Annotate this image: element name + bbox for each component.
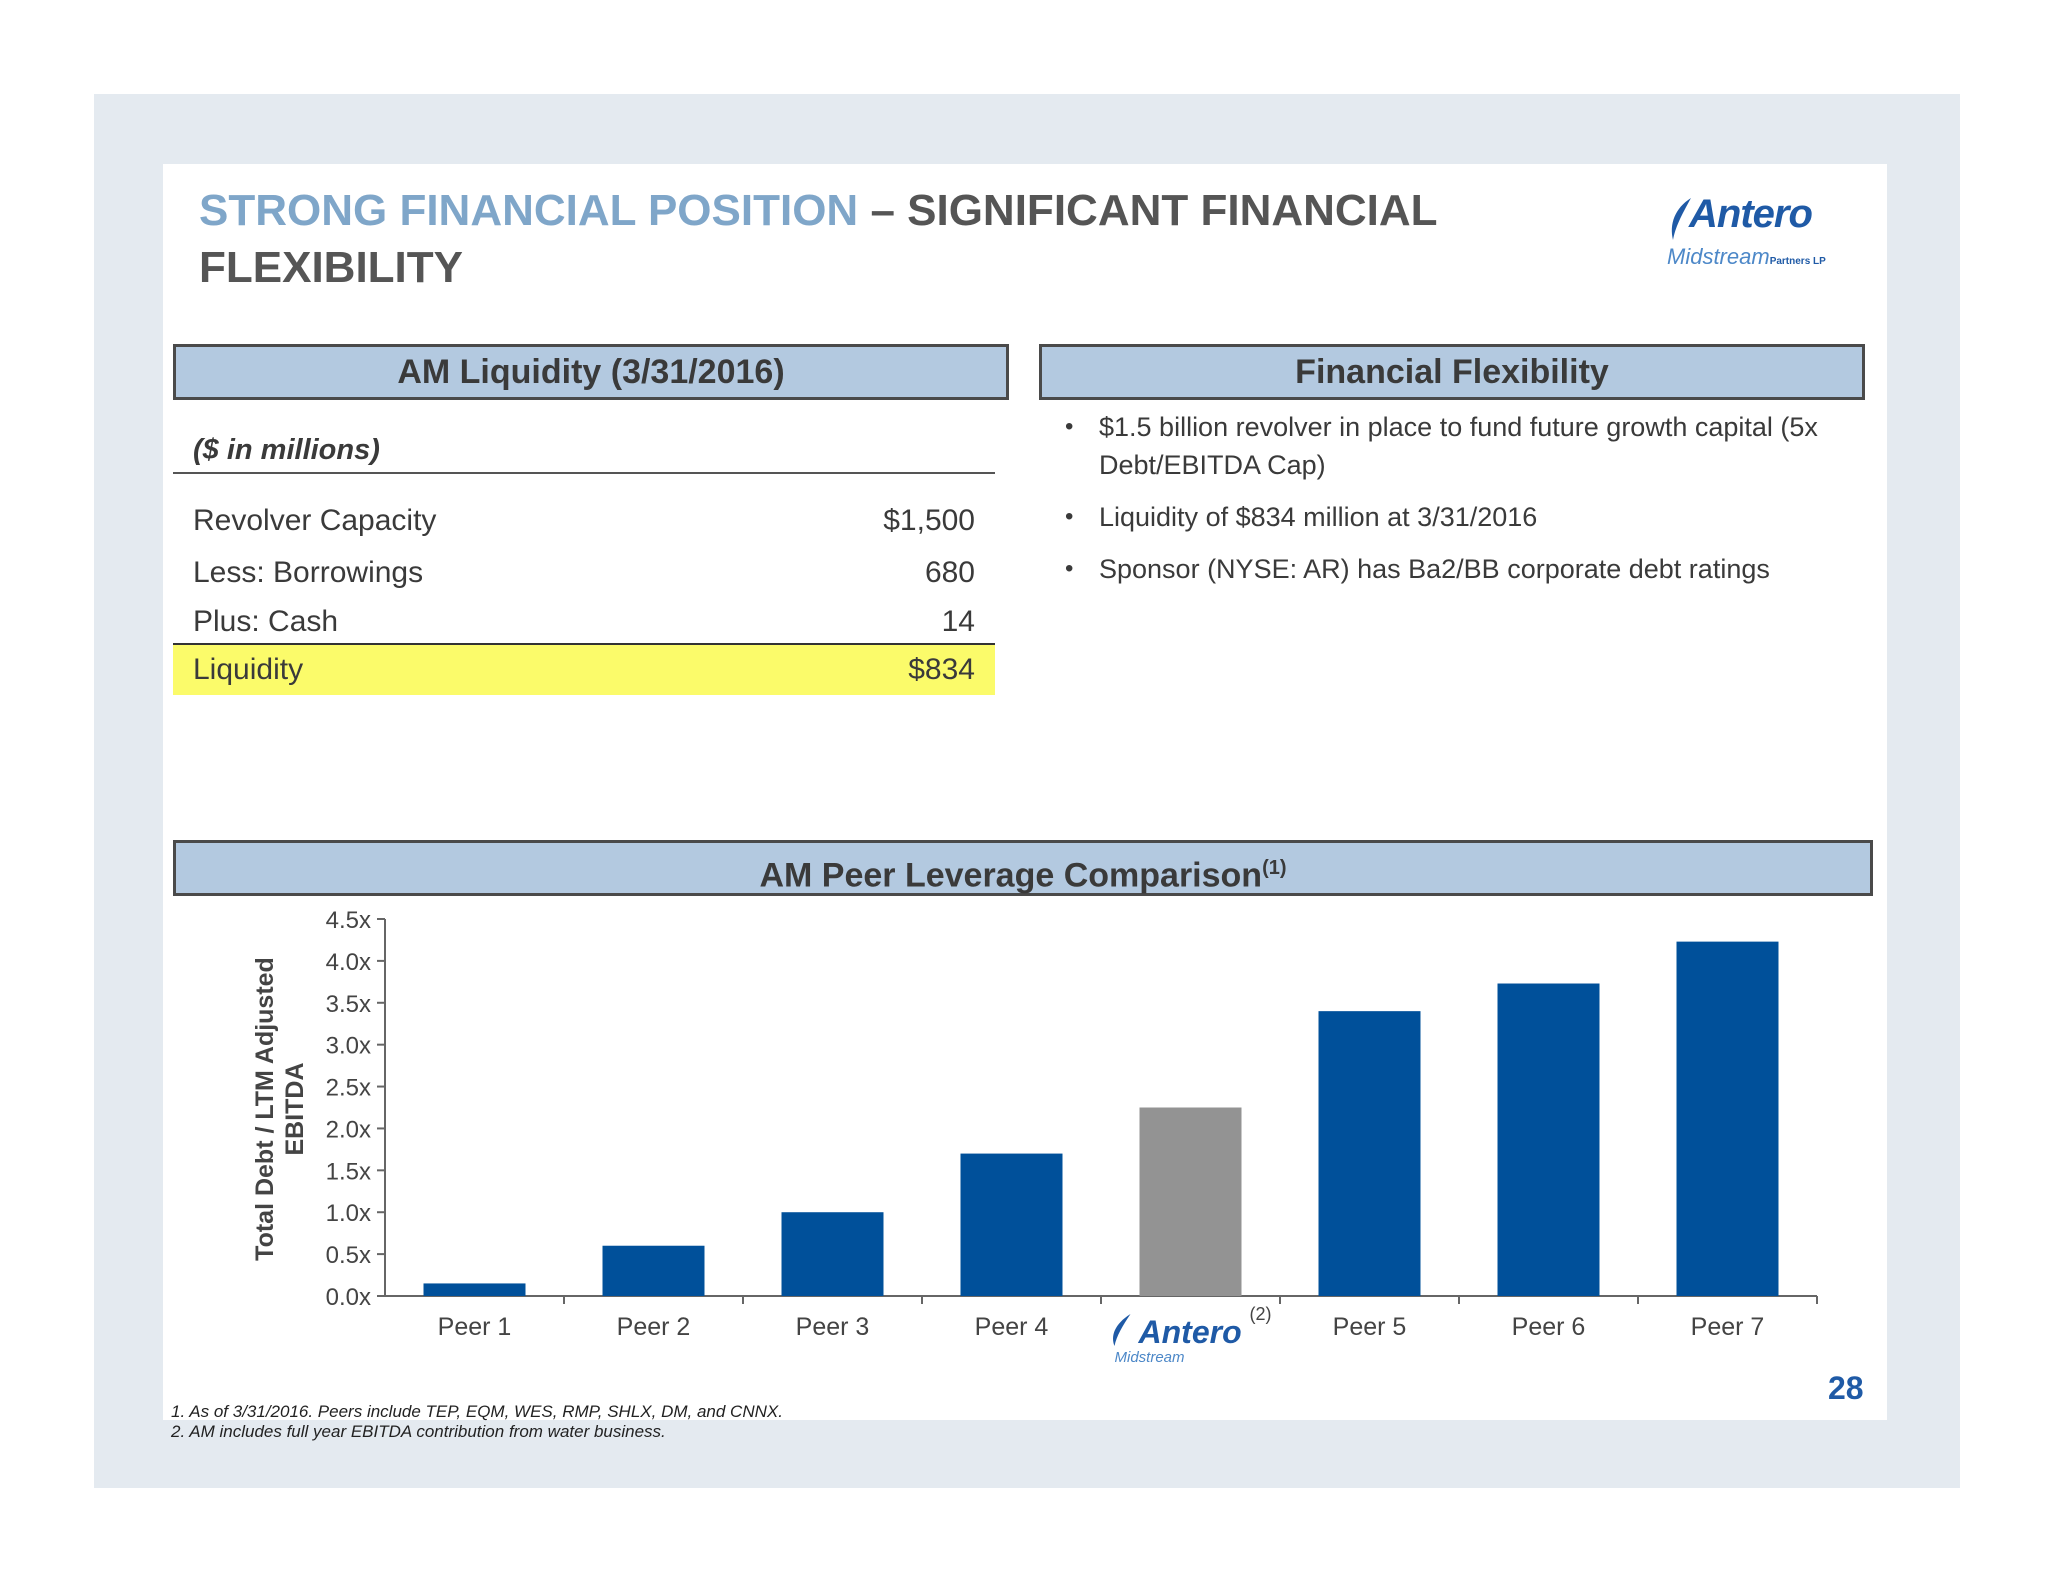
y-tick-label: 4.5x	[326, 907, 371, 934]
y-tick-label: 2.5x	[326, 1075, 371, 1102]
antero-logo: Antero MidstreamPartners LP	[1665, 192, 1865, 282]
liquidity-total-row: Liquidity $834	[173, 645, 995, 695]
x-tick-label-logo: Antero	[1138, 1314, 1242, 1350]
y-tick-label: 3.0x	[326, 1033, 371, 1060]
table-row: Revolver Capacity $1,500	[193, 504, 975, 537]
y-tick-label: 1.5x	[326, 1158, 371, 1185]
y-tick-label: 4.0x	[326, 949, 371, 976]
logo-flame-icon	[1113, 1314, 1131, 1346]
flexibility-header: Financial Flexibility	[1039, 344, 1865, 400]
y-tick-label: 0.0x	[326, 1284, 371, 1311]
title-rest: – SIGNIFICANT FINANCIAL FLEXIBILITY	[199, 186, 1437, 292]
slide: STRONG FINANCIAL POSITION – SIGNIFICANT …	[163, 164, 1887, 1441]
bar	[781, 1212, 884, 1296]
footnote-2: 2. AM includes full year EBITDA contribu…	[171, 1422, 666, 1441]
bullet-item: • Liquidity of $834 million at 3/31/2016	[1065, 502, 1538, 532]
bar	[1139, 1107, 1242, 1296]
table-row: Plus: Cash 14	[193, 605, 975, 638]
x-tick-label: Peer 2	[617, 1313, 691, 1341]
logo-subtext: MidstreamPartners LP	[1667, 244, 1826, 269]
x-tick-label: Peer 3	[796, 1313, 870, 1341]
page-title: STRONG FINANCIAL POSITION – SIGNIFICANT …	[199, 182, 1579, 296]
y-tick-label: 0.5x	[326, 1242, 371, 1269]
x-tick-label: Peer 7	[1691, 1313, 1765, 1341]
liquidity-header: AM Liquidity (3/31/2016)	[173, 344, 1009, 400]
peer-header: AM Peer Leverage Comparison(1)	[173, 840, 1873, 896]
x-tick-label: Peer 4	[975, 1313, 1049, 1341]
bullet-item: • $1.5 billion revolver in place to fund …	[1065, 412, 1818, 480]
bar	[1676, 941, 1779, 1296]
table-row: Less: Borrowings 680	[193, 556, 975, 589]
table-rule	[173, 472, 995, 474]
x-tick-label: Peer 1	[438, 1313, 512, 1341]
page-number: 28	[1828, 1370, 1864, 1406]
table-total-rule	[173, 643, 995, 645]
y-axis-title: Total Debt / LTM AdjustedEBITDA	[251, 957, 309, 1261]
bullet-item: • Sponsor (NYSE: AR) has Ba2/BB corporate…	[1065, 554, 1770, 584]
logo-text: Antero	[1689, 192, 1813, 236]
y-tick-label: 2.0x	[326, 1116, 371, 1143]
x-tick-label: Peer 6	[1512, 1313, 1586, 1341]
x-tick-label-logo-sub: Midstream	[1115, 1349, 1185, 1366]
bar	[423, 1283, 526, 1296]
leverage-chart: 0.0x 0.5x 1.0x 1.5x 2.0x 2.5x 3.0x 3.5x 4.0x 4.5x…	[251, 907, 1818, 1366]
bar	[1318, 1011, 1421, 1296]
bar	[1497, 983, 1600, 1296]
footnote-marker: (2)	[1250, 1304, 1272, 1324]
y-tick-label: 1.0x	[326, 1200, 371, 1227]
bar	[602, 1245, 705, 1296]
units-label: ($ in millions)	[193, 434, 380, 466]
logo-flame-icon	[1671, 198, 1691, 240]
footnote-1: 1. As of 3/31/2016. Peers include TEP, E…	[171, 1402, 783, 1421]
flexibility-bullets: • $1.5 billion revolver in place to fund …	[1059, 408, 1879, 602]
x-tick-label: Peer 5	[1333, 1313, 1407, 1341]
title-accent: STRONG FINANCIAL POSITION	[199, 186, 859, 235]
bar	[960, 1153, 1063, 1296]
y-tick-label: 3.5x	[326, 991, 371, 1018]
